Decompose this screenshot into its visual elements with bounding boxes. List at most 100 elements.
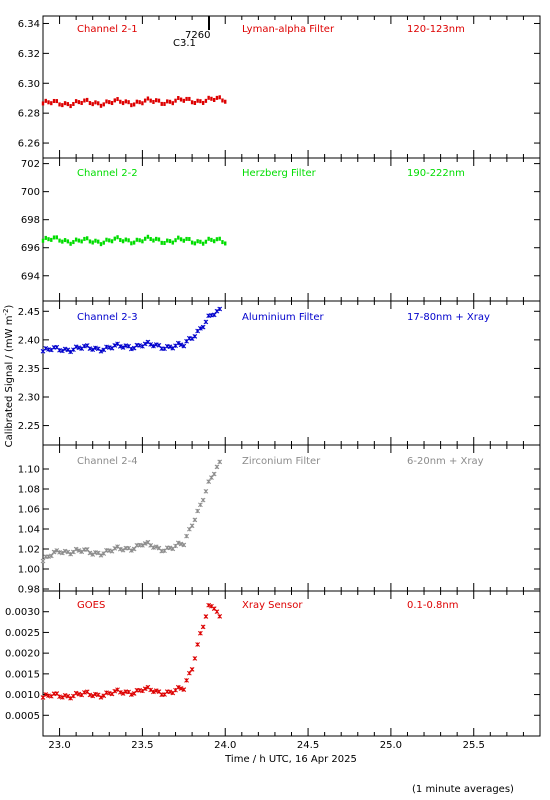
data-point (129, 346, 134, 352)
data-point (171, 101, 174, 106)
data-point (124, 237, 128, 242)
data-point (121, 239, 125, 244)
data-point (112, 545, 118, 551)
data-point (167, 545, 173, 551)
flare-marker-id: 7260 (185, 30, 210, 41)
data-point (116, 97, 119, 102)
data-point (167, 689, 173, 695)
data-point (163, 241, 166, 246)
data-point (168, 239, 172, 244)
data-point (153, 544, 159, 550)
data-point (80, 100, 83, 105)
wavelength-label: 17-80nm + Xray (407, 312, 490, 323)
data-point (190, 100, 194, 105)
wavelength-label: 190-222nm (407, 168, 465, 179)
data-point (90, 347, 96, 353)
data-point (153, 688, 159, 693)
channel-label: Channel 2-1 (77, 24, 138, 35)
data-point (99, 242, 103, 247)
data-point (146, 96, 150, 101)
data-point (63, 101, 67, 106)
y-tick-label: 6.28 (18, 109, 40, 120)
y-tick-label: 1.04 (18, 525, 40, 536)
data-point (76, 345, 82, 351)
data-point (59, 550, 65, 556)
data-points (40, 459, 223, 564)
data-point (73, 546, 79, 552)
data-point (200, 324, 206, 330)
y-tick-label: 0.0030 (5, 607, 40, 618)
data-point (52, 235, 56, 240)
plot-frame (42, 15, 541, 159)
data-point (80, 239, 83, 244)
panel-channel-2-1: 6.26 6.28 6.30 6.32 6.34 Channel 2-1 Lyman-a… (18, 15, 541, 159)
data-point (84, 547, 90, 552)
data-point (94, 100, 97, 105)
data-point (157, 237, 161, 242)
data-point (178, 686, 184, 691)
data-points (41, 234, 227, 247)
y-tick-label: 0.0010 (5, 690, 40, 701)
panel-channel-2-4: 0.98 1.00 1.02 1.04 1.06 1.08 1.10 Channel 2-4… (18, 444, 541, 596)
data-point (182, 238, 186, 243)
data-point (192, 517, 198, 523)
data-point (74, 99, 78, 104)
data-point (137, 343, 142, 348)
y-tick-label: 698 (21, 215, 40, 226)
y-axis-label-main: Calibrated Signal / (mW m (4, 316, 15, 448)
data-point (188, 96, 191, 101)
wavelength-label: 0.1-0.8nm (407, 600, 459, 611)
data-point (155, 98, 158, 103)
data-point (151, 689, 156, 695)
y-tick-label: 2.25 (18, 421, 40, 432)
y-tick-label: 1.00 (18, 565, 40, 576)
data-point (212, 239, 216, 244)
data-point (85, 236, 89, 241)
data-point (113, 98, 116, 103)
y-tick-label: 702 (21, 159, 40, 170)
data-point (87, 346, 93, 351)
data-point (198, 502, 203, 508)
data-point (77, 238, 81, 243)
data-point (149, 98, 152, 103)
data-point (203, 319, 209, 325)
data-point (72, 240, 75, 245)
wavelength-label: 6-20nm + Xray (407, 456, 484, 467)
data-point (119, 99, 122, 104)
data-point (157, 98, 161, 103)
data-point (207, 95, 210, 100)
y-tick-label: 694 (21, 271, 40, 282)
data-point (142, 341, 148, 347)
plot-frame (42, 590, 541, 737)
data-point (135, 237, 139, 242)
data-point (142, 686, 148, 692)
data-point (171, 240, 174, 245)
y-tick-label: 2.35 (18, 364, 40, 375)
data-point (204, 98, 208, 103)
data-point (184, 678, 189, 683)
data-point (192, 656, 198, 661)
data-point (69, 241, 72, 246)
data-point (44, 235, 47, 240)
data-point (141, 101, 144, 106)
data-point (69, 104, 72, 109)
x-tick-label: 24.0 (214, 740, 236, 751)
data-point (117, 546, 123, 552)
data-point (179, 97, 183, 102)
data-point (218, 236, 221, 241)
data-point (117, 689, 123, 695)
data-point (152, 99, 155, 104)
data-point (143, 236, 147, 241)
averaging-note: (1 minute averages) (412, 784, 514, 795)
data-point (211, 471, 217, 477)
data-point (204, 239, 208, 244)
data-point (41, 101, 45, 106)
data-point (120, 691, 126, 696)
data-point (217, 459, 223, 465)
data-point (99, 103, 103, 108)
data-point (90, 693, 96, 699)
x-tick-label: 23.0 (48, 740, 70, 751)
y-tick-label: 696 (21, 243, 40, 254)
y-tick-label: 6.34 (18, 19, 40, 30)
